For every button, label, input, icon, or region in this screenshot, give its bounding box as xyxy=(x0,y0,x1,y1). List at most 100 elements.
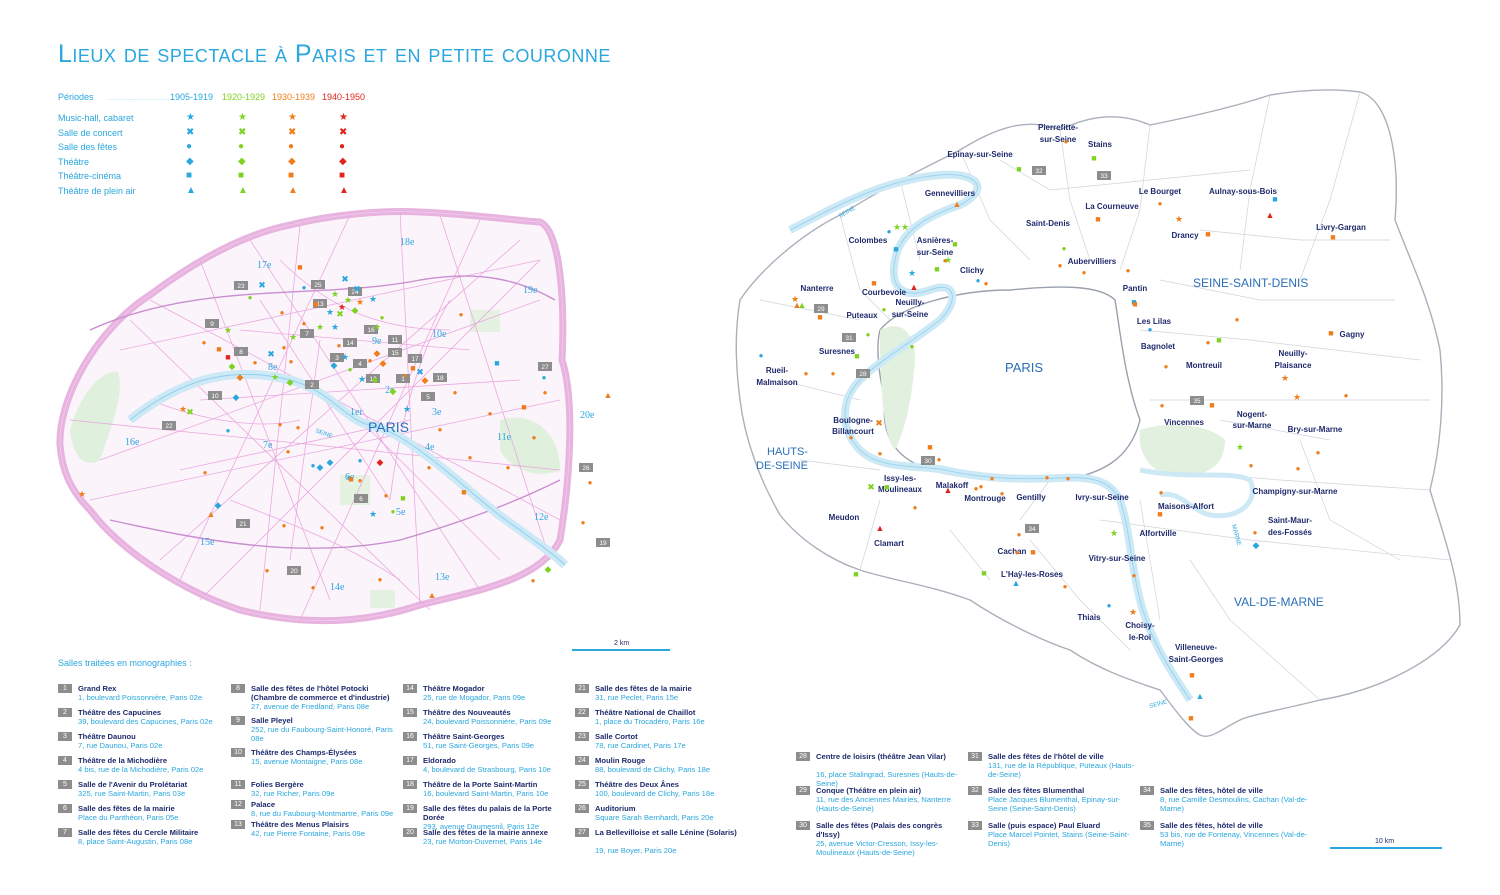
venue-marker[interactable]: ● xyxy=(226,426,231,435)
venue-marker[interactable]: ★ xyxy=(908,268,916,278)
venue-marker[interactable]: ● xyxy=(289,357,294,366)
venue-marker[interactable]: ● xyxy=(1126,266,1131,275)
venue-marker[interactable]: ● xyxy=(506,463,511,472)
venue-marker[interactable]: ■ xyxy=(216,344,221,354)
venue-marker[interactable]: ◆ xyxy=(1253,540,1260,550)
venue-marker[interactable]: ● xyxy=(1253,528,1258,537)
venue-marker[interactable]: ■ xyxy=(1209,400,1214,410)
venue-marker[interactable]: ▲ xyxy=(207,509,216,519)
venue-marker[interactable]: ▲ xyxy=(798,300,807,310)
venue-marker[interactable]: ★ xyxy=(356,297,364,307)
venue-marker[interactable]: ■ xyxy=(1330,232,1335,242)
venue-marker[interactable]: ■ xyxy=(893,244,898,254)
venue-marker[interactable]: ● xyxy=(391,507,396,516)
venue-marker[interactable]: ▲ xyxy=(604,390,613,400)
venue-marker[interactable]: ● xyxy=(1062,244,1067,253)
venue-marker[interactable]: ■ xyxy=(1091,153,1096,163)
venue-marker[interactable]: ● xyxy=(438,425,443,434)
venue-marker[interactable]: ◆ xyxy=(233,392,240,402)
venue-marker[interactable]: ★ xyxy=(271,372,279,382)
venue-marker[interactable]: ● xyxy=(253,358,258,367)
venue-marker[interactable]: ● xyxy=(943,256,948,265)
venue-marker[interactable]: ▲ xyxy=(944,485,953,495)
venue-marker[interactable]: ● xyxy=(759,351,764,360)
venue-marker[interactable]: ✖ xyxy=(867,482,875,492)
venue-marker[interactable]: ✖ xyxy=(353,284,361,294)
venue-marker[interactable]: ● xyxy=(1235,315,1240,324)
venue-marker[interactable]: ■ xyxy=(1272,194,1277,204)
venue-marker[interactable]: ★ xyxy=(901,222,909,232)
venue-marker[interactable]: ★ xyxy=(369,294,377,304)
venue-marker[interactable]: ★ xyxy=(1129,607,1137,617)
venue-marker[interactable]: ● xyxy=(1107,601,1112,610)
venue-marker[interactable]: ● xyxy=(849,433,854,442)
venue-marker[interactable]: ● xyxy=(384,491,389,500)
venue-marker[interactable]: ● xyxy=(581,518,586,527)
venue-marker[interactable]: ◆ xyxy=(545,564,552,574)
venue-marker[interactable]: ● xyxy=(804,369,809,378)
venue-marker[interactable]: ● xyxy=(1000,489,1005,498)
venue-marker[interactable]: ■ xyxy=(461,487,466,497)
venue-marker[interactable]: ◆ xyxy=(287,377,294,387)
venue-marker[interactable]: ◆ xyxy=(229,361,236,371)
venue-marker[interactable]: ● xyxy=(588,478,593,487)
venue-marker[interactable]: ● xyxy=(488,409,493,418)
venue-marker[interactable]: ◆ xyxy=(422,375,429,385)
venue-marker[interactable]: ★ xyxy=(289,332,297,342)
venue-marker[interactable]: ■ xyxy=(372,375,377,385)
venue-marker[interactable]: ■ xyxy=(884,482,889,492)
venue-marker[interactable]: ◆ xyxy=(215,500,222,510)
venue-marker[interactable]: ★ xyxy=(78,489,86,499)
venue-marker[interactable]: ● xyxy=(459,310,464,319)
venue-marker[interactable]: ● xyxy=(1066,474,1071,483)
venue-marker[interactable]: ★ xyxy=(1110,528,1118,538)
venue-marker[interactable]: ✖ xyxy=(416,367,424,377)
venue-marker[interactable]: ✖ xyxy=(875,418,883,428)
venue-marker[interactable]: ● xyxy=(296,423,301,432)
venue-marker[interactable]: ■ xyxy=(348,474,353,484)
venue-marker[interactable]: ■ xyxy=(410,363,415,373)
venue-marker[interactable]: ● xyxy=(265,566,270,575)
venue-marker[interactable]: ● xyxy=(1249,461,1254,470)
venue-marker[interactable]: ■ xyxy=(934,264,939,274)
venue-marker[interactable]: ✖ xyxy=(267,349,275,359)
venue-marker[interactable]: ● xyxy=(358,476,363,485)
venue-marker[interactable]: ★ xyxy=(331,322,339,332)
venue-marker[interactable]: ★ xyxy=(331,289,339,299)
venue-marker[interactable]: ● xyxy=(1160,401,1165,410)
venue-marker[interactable]: ● xyxy=(542,373,547,382)
venue-marker[interactable]: ▲ xyxy=(428,590,437,600)
venue-marker[interactable]: ★ xyxy=(369,509,377,519)
venue-marker[interactable]: ● xyxy=(453,388,458,397)
venue-marker[interactable]: ★ xyxy=(1293,392,1301,402)
venue-marker[interactable]: ● xyxy=(337,341,342,350)
venue-marker[interactable]: ▲ xyxy=(1196,691,1205,701)
venue-marker[interactable]: ★ xyxy=(326,307,334,317)
venue-marker[interactable]: ● xyxy=(532,433,537,442)
venue-marker[interactable]: ★ xyxy=(344,295,352,305)
venue-marker[interactable]: ■ xyxy=(981,568,986,578)
venue-marker[interactable]: ◆ xyxy=(237,372,244,382)
venue-marker[interactable]: ● xyxy=(348,365,353,374)
venue-marker[interactable]: ● xyxy=(866,330,871,339)
venue-marker[interactable]: ● xyxy=(320,523,325,532)
venue-marker[interactable]: ● xyxy=(347,473,352,482)
venue-marker[interactable]: ★ xyxy=(338,302,346,312)
venue-marker[interactable]: ★ xyxy=(1281,373,1289,383)
venue-marker[interactable]: ★ xyxy=(341,352,349,362)
venue-marker[interactable]: ● xyxy=(378,575,383,584)
venue-marker[interactable]: ▲ xyxy=(910,282,919,292)
venue-marker[interactable]: ■ xyxy=(1095,214,1100,224)
venue-marker[interactable]: ■ xyxy=(871,278,876,288)
venue-marker[interactable]: ● xyxy=(887,227,892,236)
venue-marker[interactable]: ● xyxy=(1344,391,1349,400)
venue-marker[interactable]: ◆ xyxy=(377,457,384,467)
venue-marker[interactable]: ▲ xyxy=(793,300,802,310)
venue-marker[interactable]: ★ xyxy=(893,222,901,232)
venue-marker[interactable]: ● xyxy=(203,468,208,477)
venue-marker[interactable]: ● xyxy=(278,420,283,429)
venue-marker[interactable]: ● xyxy=(882,305,887,314)
venue-marker[interactable]: ● xyxy=(302,319,307,328)
venue-marker[interactable]: ● xyxy=(531,576,536,585)
venue-marker[interactable]: ■ xyxy=(1157,509,1162,519)
